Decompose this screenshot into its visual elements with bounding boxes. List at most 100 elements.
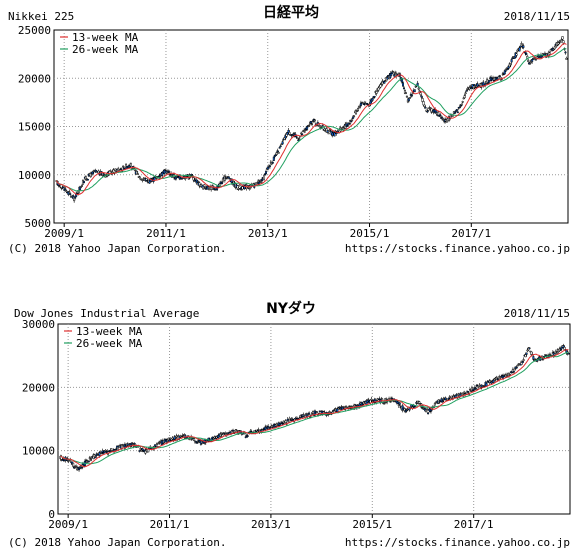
candle-up (342, 406, 345, 408)
candle-up (68, 191, 71, 193)
source-url[interactable]: https://stocks.finance.yahoo.co.jp (344, 242, 570, 255)
candle-down (564, 51, 567, 54)
x-tick-label: 2015/1 (350, 227, 390, 240)
candle-down (335, 132, 338, 134)
candle-up (419, 92, 422, 96)
nikkei-panel: 日経平均 Nikkei 225 2018/11/15 5000 10000 1500… (8, 5, 570, 255)
candle-down (366, 400, 369, 403)
candle-up (555, 352, 558, 355)
candle-down (269, 427, 272, 429)
candle-down (398, 402, 401, 405)
candle-down (115, 448, 118, 451)
candle-up (446, 120, 449, 123)
candle-down (413, 89, 416, 93)
candle-down (420, 95, 423, 98)
candle-down (350, 120, 353, 123)
candle-down (173, 436, 176, 440)
candle-down (82, 181, 85, 183)
candle-up (260, 180, 263, 184)
candle-up (284, 420, 287, 424)
candle-down (301, 133, 304, 136)
candle-up (516, 364, 519, 367)
candle-down (413, 406, 416, 409)
candle-down (528, 347, 531, 350)
x-tick-label: 2013/1 (251, 518, 291, 531)
candle-down (393, 74, 396, 77)
candle-down (333, 132, 336, 137)
candle-up (310, 123, 313, 126)
source-url[interactable]: https://stocks.finance.yahoo.co.jp (344, 536, 570, 549)
plot-frame (53, 29, 569, 224)
candle-down (506, 68, 509, 70)
candle-down (371, 98, 374, 101)
candle-up (136, 173, 139, 175)
candle-up (275, 152, 278, 155)
y-tick-label: 25000 (18, 24, 51, 37)
legend-label: 13-week MA (72, 31, 139, 44)
candle-down (211, 436, 214, 439)
x-tick-label: 2011/1 (150, 518, 190, 531)
candle-up (417, 87, 420, 90)
candle-up (493, 378, 496, 381)
candle-down (454, 395, 457, 398)
candle-down (258, 181, 261, 185)
candle-up (169, 174, 172, 176)
candle-up (408, 97, 411, 99)
candle-up (298, 138, 301, 140)
candle-down (294, 417, 297, 420)
candle-up (296, 137, 299, 139)
candle-down (519, 45, 522, 48)
candle-down (455, 109, 458, 112)
candle-up (313, 119, 316, 122)
candle-up (194, 178, 197, 180)
candle-up (516, 49, 519, 52)
candle-up (468, 388, 471, 391)
candle-up (437, 111, 440, 116)
candle-up (370, 398, 373, 401)
candle-up (478, 384, 481, 387)
candle-down (427, 412, 430, 414)
candle-down (515, 366, 518, 369)
candle-down (439, 114, 442, 116)
candle-up (561, 36, 564, 40)
candle-down (261, 178, 264, 181)
candle-down (472, 388, 475, 391)
candle-up (527, 60, 530, 62)
candle-down (278, 147, 281, 149)
candle-down (86, 178, 89, 181)
candle-down (485, 383, 488, 387)
candle-up (328, 411, 331, 413)
candle-down (120, 168, 123, 170)
candle-up (129, 163, 132, 167)
candle-up (461, 101, 464, 103)
candle-down (560, 346, 563, 350)
candle-down (525, 352, 528, 355)
candle-up (331, 411, 334, 414)
candle-down (227, 176, 230, 179)
candle-up (315, 411, 318, 413)
candle-up (166, 439, 169, 442)
candle-down (163, 169, 166, 175)
candle-down (138, 450, 141, 452)
candle-down (519, 363, 522, 366)
candle-down (545, 354, 548, 357)
candle-down (308, 412, 311, 415)
y-tick-label: 5000 (25, 217, 52, 230)
candle-down (62, 186, 65, 188)
candle-up (112, 169, 115, 173)
candle-up (358, 105, 361, 108)
candle-up (353, 115, 356, 118)
x-tick-label: 2011/1 (146, 227, 186, 240)
chart-title: 日経平均 (263, 5, 319, 21)
candle-down (101, 450, 104, 453)
candle-up (405, 95, 408, 98)
y-tick-label: 20000 (22, 381, 55, 394)
candle-up (72, 462, 75, 467)
candle-up (255, 429, 258, 432)
candle-down (74, 196, 77, 199)
candle-up (404, 92, 407, 95)
candle-down (455, 394, 458, 396)
y-tick-label: 10000 (22, 445, 55, 458)
candle-down (465, 90, 468, 92)
